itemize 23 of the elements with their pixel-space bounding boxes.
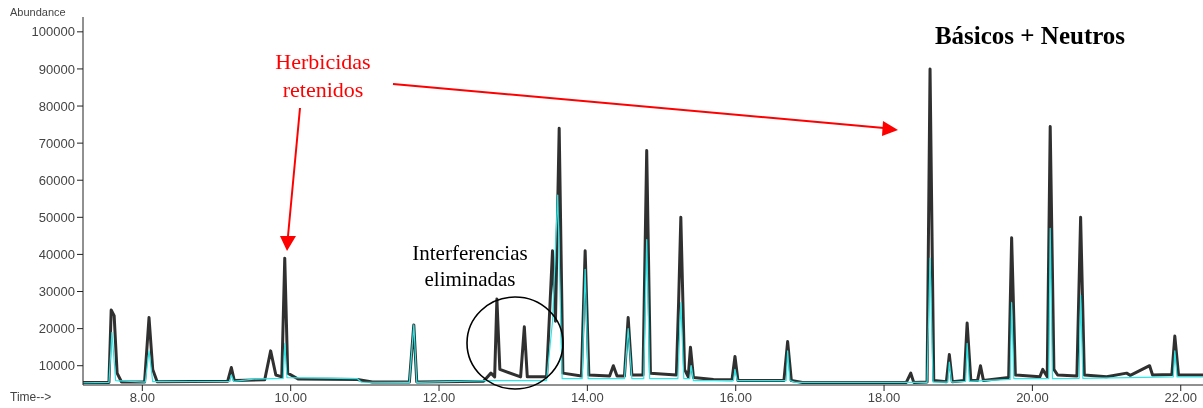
y-axis-title: Abundance [10,6,66,18]
x-tick-label: 14.00 [571,390,604,406]
y-tick-label: 100000 [31,24,75,40]
y-tick-label: 80000 [38,98,75,114]
x-tick-label: 12.00 [422,390,456,406]
y-tick-label: 40000 [38,247,75,263]
y-tick-label: 50000 [38,209,75,225]
x-tick-label: 10.00 [274,390,307,406]
x-tick-label: 20.00 [1016,390,1049,406]
x-tick-label: 16.00 [719,390,752,406]
y-tick-label: 70000 [38,135,75,151]
y-tick-label: 30000 [38,284,75,300]
annotation: Herbicidas retenidos [274,48,372,104]
x-tick-label: 18.00 [867,390,901,406]
y-tick-label: 90000 [38,61,75,77]
chart-title: Básicos + Neutros [933,22,1127,50]
annotation: Interferencias eliminadas [411,240,529,292]
x-axis-title: Time--> [10,390,52,404]
y-tick-label: 20000 [38,321,75,337]
x-tick-label: 8.00 [129,390,155,406]
y-tick-label: 60000 [38,172,75,188]
x-tick-label: 22.00 [1164,390,1198,406]
y-tick-label: 10000 [38,358,75,374]
